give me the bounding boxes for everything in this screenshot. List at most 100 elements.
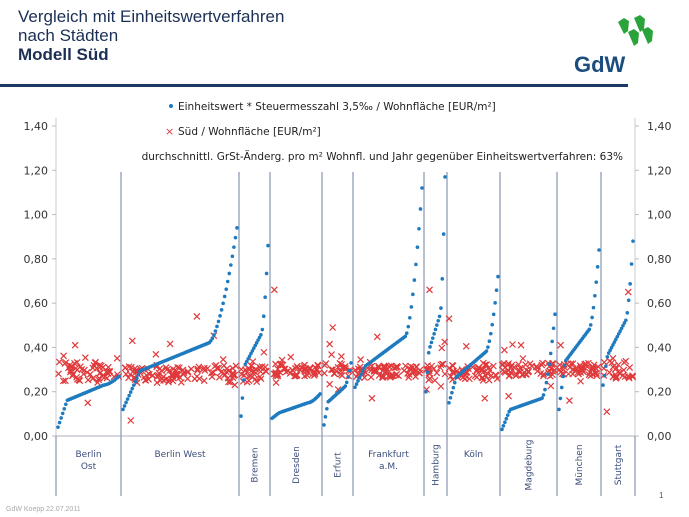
data-point-einheitswert [432, 331, 436, 336]
data-point-sued [73, 373, 81, 381]
data-point-sued [256, 363, 263, 371]
data-point-einheitswert [235, 226, 239, 230]
data-point-einheitswert [553, 312, 557, 317]
data-point-einheitswert [347, 368, 352, 373]
data-point-sued [153, 379, 161, 387]
legend-marker-red-x: × [165, 125, 174, 138]
data-point-sued [272, 369, 280, 376]
data-point-sued [508, 361, 516, 369]
data-point-einheitswert [490, 322, 495, 327]
data-point-sued [237, 365, 245, 373]
data-point-sued [209, 369, 217, 376]
data-point-einheitswert [604, 364, 608, 369]
data-point-sued [447, 372, 455, 380]
data-point-sued [219, 356, 227, 363]
data-point-einheitswert [540, 396, 544, 400]
data-point-sued [405, 373, 413, 381]
data-point-sued [326, 340, 334, 348]
data-point-sued [577, 377, 585, 385]
data-point-einheitswert [443, 175, 447, 179]
data-point-einheitswert [62, 407, 67, 411]
data-point-sued [357, 356, 365, 363]
data-point-sued [320, 369, 328, 377]
data-point-einheitswert [602, 373, 607, 378]
data-point-sued [515, 361, 522, 369]
title-line-3: Modell Süd [18, 45, 109, 64]
data-point-sued [128, 337, 136, 345]
data-point-sued [538, 361, 546, 369]
data-point-sued [519, 370, 527, 378]
data-point-sued [59, 377, 67, 385]
data-point-einheitswert [264, 271, 269, 276]
data-point-einheitswert [60, 411, 65, 416]
category-label: Ost [81, 462, 97, 472]
legend-marker-blue-dot [169, 104, 173, 108]
data-point-sued [245, 372, 252, 380]
data-point-einheitswert [128, 390, 133, 394]
y-tick-label-left: 0,80 [24, 253, 49, 266]
data-point-einheitswert [562, 363, 567, 368]
data-point-sued [424, 362, 432, 370]
data-point-einheitswert [344, 380, 349, 385]
data-point-einheitswert [494, 288, 499, 293]
data-point-einheitswert [117, 374, 121, 379]
data-point-sued [84, 399, 92, 407]
data-point-sued [272, 360, 279, 368]
data-point-sued [620, 366, 628, 374]
data-point-einheitswert [325, 406, 329, 411]
data-point-sued [96, 364, 104, 371]
data-point-einheitswert [57, 420, 62, 425]
data-point-sued [603, 408, 611, 416]
data-point-sued [163, 366, 171, 374]
data-point-einheitswert [232, 245, 236, 249]
data-point-einheitswert [360, 369, 365, 374]
data-point-einheitswert [133, 379, 138, 384]
y-tick-label-right: 0,60 [647, 297, 672, 310]
data-point-einheitswert [486, 345, 490, 349]
data-point-einheitswert [417, 226, 421, 231]
data-point-sued [373, 333, 381, 341]
y-tick-label-left: 0,60 [24, 297, 49, 310]
data-point-sued [380, 364, 388, 372]
data-point-einheitswert [541, 393, 546, 397]
data-point-einheitswert [256, 338, 260, 342]
data-point-sued [81, 366, 88, 374]
data-point-sued [624, 288, 632, 296]
data-point-einheitswert [621, 323, 625, 328]
category-label: Frankfurt [368, 450, 409, 460]
data-point-sued [55, 358, 63, 366]
data-point-einheitswert [546, 372, 550, 376]
data-point-sued [104, 363, 112, 371]
data-point-sued [426, 286, 433, 294]
data-point-einheitswert [260, 327, 265, 332]
data-point-einheitswert [122, 404, 127, 408]
data-point-sued [498, 361, 506, 369]
data-point-einheitswert [244, 359, 249, 364]
data-point-sued [437, 382, 445, 390]
data-point-sued [387, 362, 395, 370]
data-point-einheitswert [349, 361, 353, 365]
data-point-einheitswert [56, 425, 60, 429]
y-tick-label-left: 1,00 [24, 209, 49, 222]
data-point-einheitswert [429, 340, 434, 345]
data-point-sued [125, 363, 133, 371]
data-point-einheitswert [357, 375, 362, 380]
data-point-sued [71, 359, 78, 367]
data-point-sued [576, 362, 584, 369]
data-point-sued [81, 354, 89, 362]
data-point-einheitswert [259, 333, 263, 337]
header-divider [0, 84, 628, 87]
data-point-sued [194, 365, 202, 373]
data-point-einheitswert [251, 346, 256, 351]
data-point-sued [513, 370, 521, 378]
y-tick-label-right: 0,00 [647, 430, 672, 443]
data-point-sued [84, 376, 92, 384]
data-point-einheitswert [124, 400, 128, 405]
data-point-einheitswert [219, 308, 224, 312]
data-point-sued [565, 397, 573, 404]
data-point-einheitswert [212, 333, 216, 337]
data-point-einheitswert [253, 343, 258, 348]
data-point-einheitswert [624, 318, 628, 323]
data-point-sued [556, 366, 563, 374]
